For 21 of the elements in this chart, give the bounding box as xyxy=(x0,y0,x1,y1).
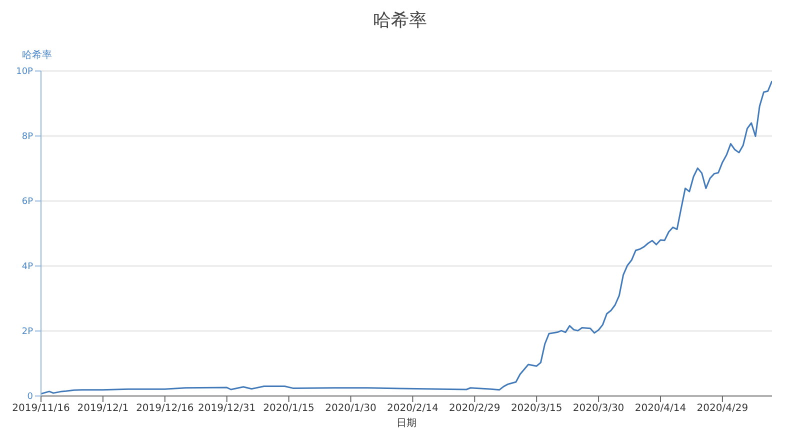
y-tick-label: 4P xyxy=(22,262,34,272)
x-tick-label: 2019/12/16 xyxy=(136,403,194,414)
x-tick-label: 2019/12/31 xyxy=(198,403,256,414)
x-tick-label: 2020/2/14 xyxy=(387,403,438,414)
x-tick-label: 2020/3/30 xyxy=(572,403,624,414)
y-tick-label: 6P xyxy=(22,197,34,208)
x-tick-label: 2020/1/30 xyxy=(325,403,376,414)
y-tick-label: 2P xyxy=(22,327,34,338)
y-tick-label: 0 xyxy=(27,392,34,402)
x-axis-title: 日期 xyxy=(396,417,416,429)
x-tick-label: 2019/12/1 xyxy=(77,403,129,414)
x-tick-label: 2020/4/29 xyxy=(696,403,748,414)
y-axis-title: 哈希率 xyxy=(22,48,52,62)
x-tick-label: 2020/1/15 xyxy=(263,403,314,414)
y-tick-label: 8P xyxy=(22,132,34,142)
x-tick-label: 2020/2/29 xyxy=(449,403,500,414)
y-tick-label: 10P xyxy=(16,67,34,78)
x-tick-label: 2019/11/16 xyxy=(12,403,70,414)
chart-title: 哈希率 xyxy=(372,9,428,32)
x-tick-label: 2020/4/14 xyxy=(634,403,686,414)
x-tick-label: 2020/3/15 xyxy=(510,403,562,414)
